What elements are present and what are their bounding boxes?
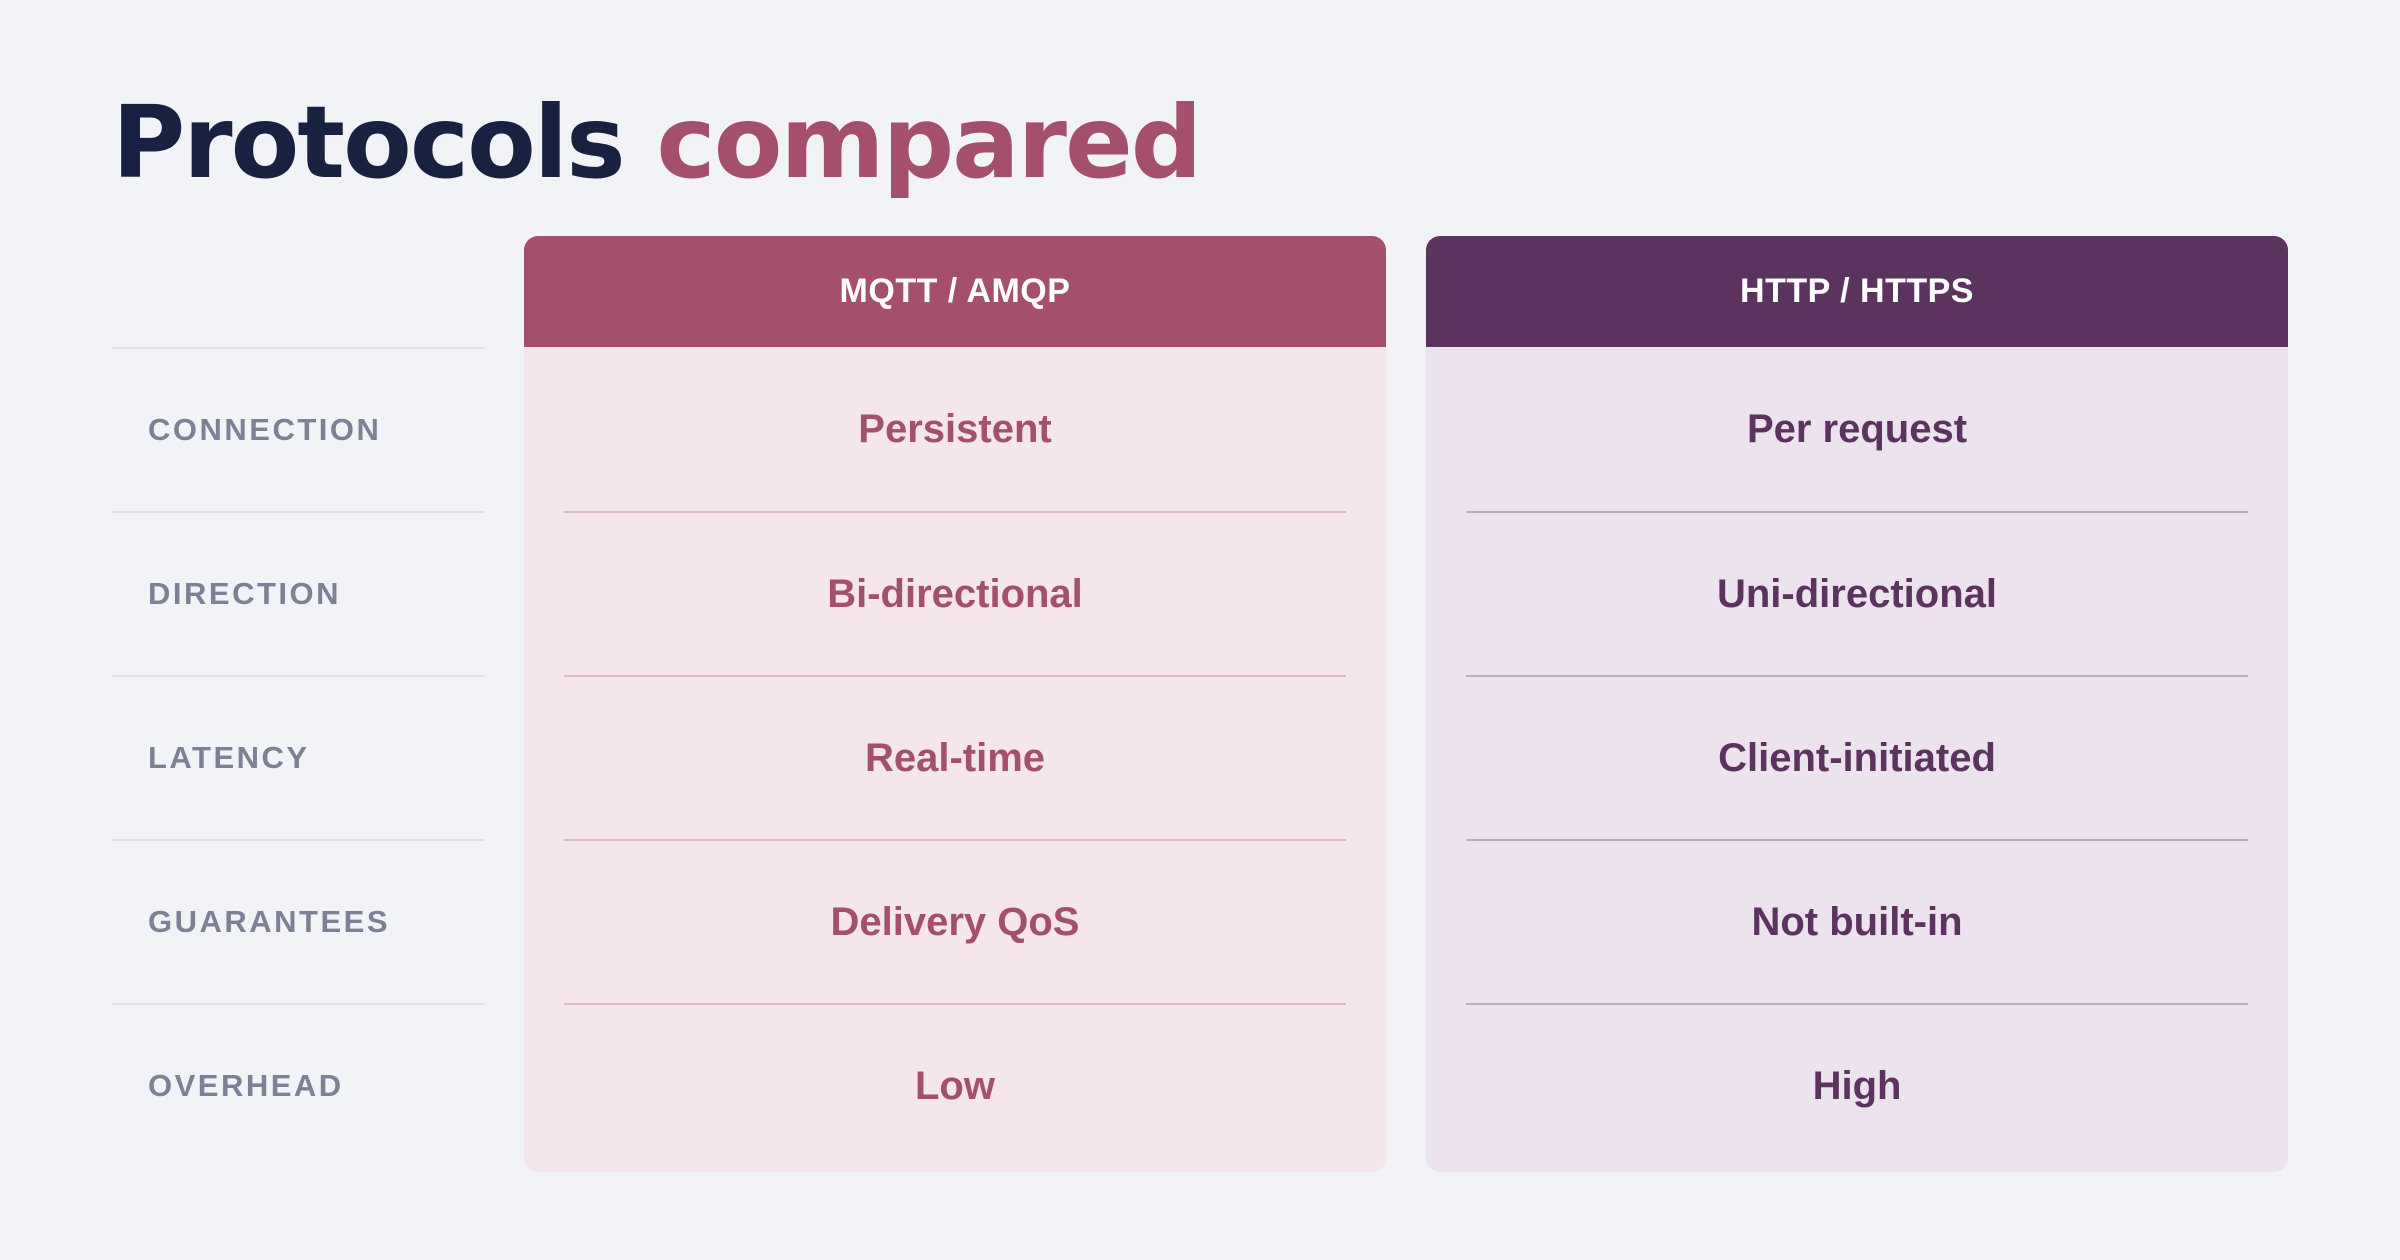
cell-mqtt-overhead: Low (564, 1003, 1346, 1167)
cell-http-latency: Client-initiated (1466, 675, 2248, 839)
page-title: Protocols compared (112, 78, 1202, 208)
cell-mqtt-guarantees: Delivery QoS (564, 839, 1346, 1003)
row-label-overhead: OVERHEAD (112, 1003, 484, 1167)
title-part-2: compared (656, 84, 1202, 201)
row-label-connection: CONNECTION (112, 347, 484, 511)
cell-mqtt-connection: Persistent (858, 406, 1052, 451)
column-http-https: HTTP / HTTPS Per request Uni-directional… (1426, 236, 2288, 1172)
row-label-guarantees: GUARANTEES (112, 839, 484, 1003)
cell-http-overhead: High (1466, 1003, 2248, 1167)
cell-http-guarantees: Not built-in (1466, 839, 2248, 1003)
cell-http-connection: Per request (1746, 406, 1968, 451)
row-label-direction: DIRECTION (112, 511, 484, 675)
column-mqtt-amqp: MQTT / AMQP Persistent Bi-directional Re… (524, 236, 1386, 1172)
cell-mqtt-direction: Bi-directional (564, 511, 1346, 675)
column-header-mqtt-amqp: MQTT / AMQP (524, 236, 1386, 347)
row-label-latency: LATENCY (112, 675, 484, 839)
title-part-1: Protocols (112, 84, 626, 201)
column-header-http-https: HTTP / HTTPS (1426, 236, 2288, 347)
row-labels: CONNECTION DIRECTION LATENCY GUARANTEES … (112, 347, 484, 1167)
cell-http-direction: Uni-directional (1466, 511, 2248, 675)
cell-mqtt-latency: Real-time (564, 675, 1346, 839)
